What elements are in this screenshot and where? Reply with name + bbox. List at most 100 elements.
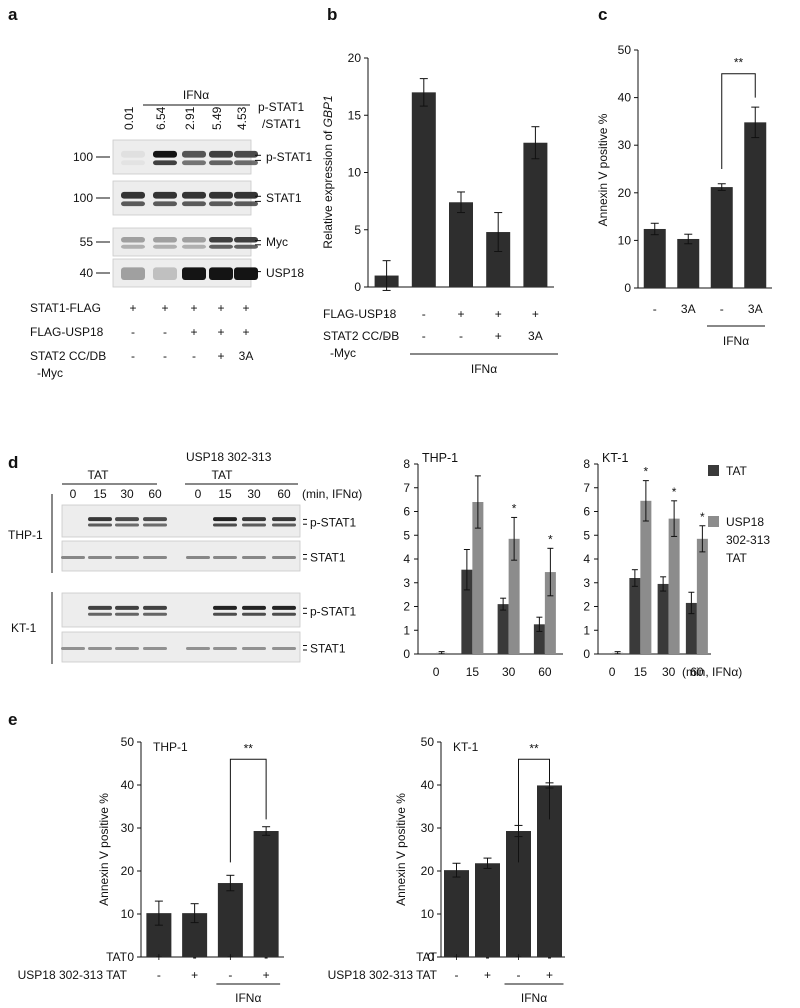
condition-row-label: STAT1-FLAG (30, 301, 101, 315)
blot-band (121, 191, 145, 199)
y-tick-label: 0 (624, 281, 631, 295)
blot-band (186, 647, 210, 650)
y-tick-label: 7 (403, 481, 410, 495)
legend-swatch (708, 465, 719, 476)
ratio-label: /STAT1 (262, 117, 301, 131)
blot-label: Myc (266, 235, 288, 249)
condition-mark: + (242, 301, 249, 315)
y-tick-label: 0 (583, 647, 590, 661)
y-tick-label: 50 (618, 43, 632, 57)
y-tick-label: 10 (421, 907, 435, 921)
ratio-value: 6.54 (154, 106, 168, 130)
y-tick-label: 7 (583, 481, 590, 495)
legend-label: USP18 (726, 515, 764, 529)
y-tick-label: 20 (121, 864, 135, 878)
bar (710, 187, 733, 288)
condition-mark: + (453, 950, 460, 964)
bar (668, 518, 680, 654)
blot-band (143, 517, 167, 522)
y-tick-label: 20 (618, 186, 632, 200)
bar (497, 604, 509, 654)
condition-row-label: TAT (106, 950, 128, 964)
blot-band (153, 191, 177, 199)
condition-mark: + (495, 329, 502, 343)
blot-band (115, 556, 139, 559)
panel-letter-d: d (8, 453, 18, 472)
condition-mark: - (163, 349, 167, 363)
timepoint-label: 15 (218, 487, 232, 501)
blot-band (143, 612, 167, 616)
legend-swatch (708, 516, 719, 527)
condition-mark: + (546, 968, 553, 982)
condition-mark: - (193, 950, 197, 964)
blot-band (213, 605, 237, 610)
blot-band (61, 556, 85, 559)
significance-star: * (700, 510, 705, 524)
group-label: USP18 302-313 (186, 450, 272, 464)
condition-row-label: FLAG-USP18 (323, 307, 397, 321)
condition-row-label: USP18 302-313 TAT (18, 968, 128, 982)
significance-bracket (229, 758, 267, 863)
chart-title: THP-1 (422, 451, 458, 465)
condition-mark: + (532, 307, 539, 321)
blot-band (143, 605, 167, 610)
bar (217, 883, 243, 957)
condition-row-label: -Myc (330, 346, 356, 360)
x-axis-label: (min, IFNα) (682, 665, 742, 679)
significance-stars: ** (529, 741, 539, 755)
condition-mark: + (263, 968, 270, 982)
significance-stars: ** (244, 741, 254, 755)
x-tick-label: 60 (538, 665, 552, 679)
condition-mark: - (459, 329, 463, 343)
bar (685, 602, 697, 654)
cell-line-label: THP-1 (8, 528, 43, 542)
blot-label: STAT1 (310, 551, 346, 565)
blot-band (213, 517, 237, 522)
y-tick-label: 0 (403, 647, 410, 661)
condition-mark: - (517, 968, 521, 982)
blot-band (242, 647, 266, 650)
blot-band (182, 244, 206, 249)
y-tick-label: 50 (421, 735, 435, 749)
bar (640, 500, 652, 654)
blot-band (209, 191, 233, 199)
y-tick-label: 30 (618, 138, 632, 152)
condition-mark: - (163, 325, 167, 339)
condition-row-label: TAT (416, 950, 438, 964)
y-axis-label: Annexin V positive % (596, 113, 610, 226)
blot-band (115, 605, 139, 610)
blot-band (209, 160, 233, 166)
y-tick-label: 5 (354, 223, 361, 237)
ratio-value: 0.01 (122, 106, 136, 130)
condition-mark: + (155, 950, 162, 964)
blot-band (272, 517, 296, 522)
y-tick-label: 15 (348, 108, 362, 122)
condition-mark: - (422, 329, 426, 343)
bar (643, 228, 666, 288)
significance-star: * (512, 501, 517, 515)
bar (253, 831, 279, 957)
blot-band (88, 605, 112, 610)
bar (449, 202, 473, 287)
condition-mark: + (161, 301, 168, 315)
blot-band (182, 267, 206, 280)
bar (657, 583, 669, 654)
condition-row-label: STAT2 CC/DB (30, 349, 106, 363)
y-tick-label: 6 (583, 505, 590, 519)
y-tick-label: 10 (121, 907, 135, 921)
y-tick-label: 50 (121, 735, 135, 749)
legend-label: TAT (726, 464, 748, 478)
chart-title: KT-1 (602, 451, 628, 465)
condition-mark: + (217, 301, 224, 315)
y-axis-label: Relative expression of GBP1 (321, 95, 335, 248)
y-tick-label: 0 (427, 950, 434, 964)
blot-band (121, 244, 145, 249)
y-tick-label: 8 (403, 457, 410, 471)
blot-band (213, 647, 237, 650)
condition-mark: 3A (528, 329, 543, 343)
bar (411, 92, 436, 287)
bar (544, 572, 556, 654)
condition-mark: + (217, 325, 224, 339)
timepoint-label: 60 (148, 487, 162, 501)
blot-band (153, 267, 177, 280)
